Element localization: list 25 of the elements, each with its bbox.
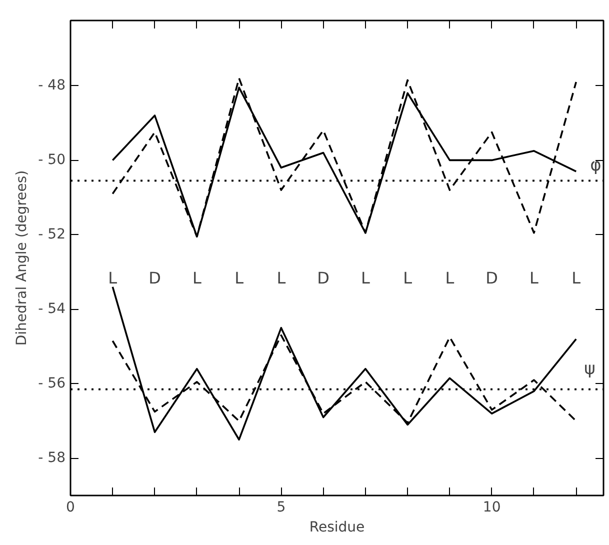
x-tick-label: 0 [66, 500, 75, 516]
annotation: L [234, 268, 244, 288]
annotation: L [360, 268, 370, 288]
y-tick-label: - 58 [38, 450, 66, 466]
y-axis-title: Dihedral Angle (degrees) [14, 170, 30, 346]
x-axis-title: Residue [309, 520, 365, 536]
y-tick-label: - 50 [38, 152, 66, 168]
annotation: L [276, 268, 286, 288]
y-tick-label: - 56 [38, 376, 66, 392]
annotation: L [108, 268, 118, 288]
annotation: L [530, 268, 539, 288]
annotation: ψ [584, 359, 596, 380]
annotation: D [486, 268, 498, 288]
y-tick-label: - 52 [38, 226, 66, 243]
annotation: D [148, 268, 161, 288]
x-tick-label: 5 [276, 500, 286, 516]
annotation: L [445, 268, 454, 288]
y-tick-label: - 54 [38, 301, 66, 318]
annotation: L [403, 268, 412, 288]
annotation: L [192, 268, 202, 288]
y-tick-label: - 48 [38, 78, 66, 94]
annotation: L [572, 268, 581, 288]
x-tick-label: 10 [482, 500, 501, 516]
annotation: φ [590, 155, 602, 176]
annotation: D [317, 268, 330, 288]
